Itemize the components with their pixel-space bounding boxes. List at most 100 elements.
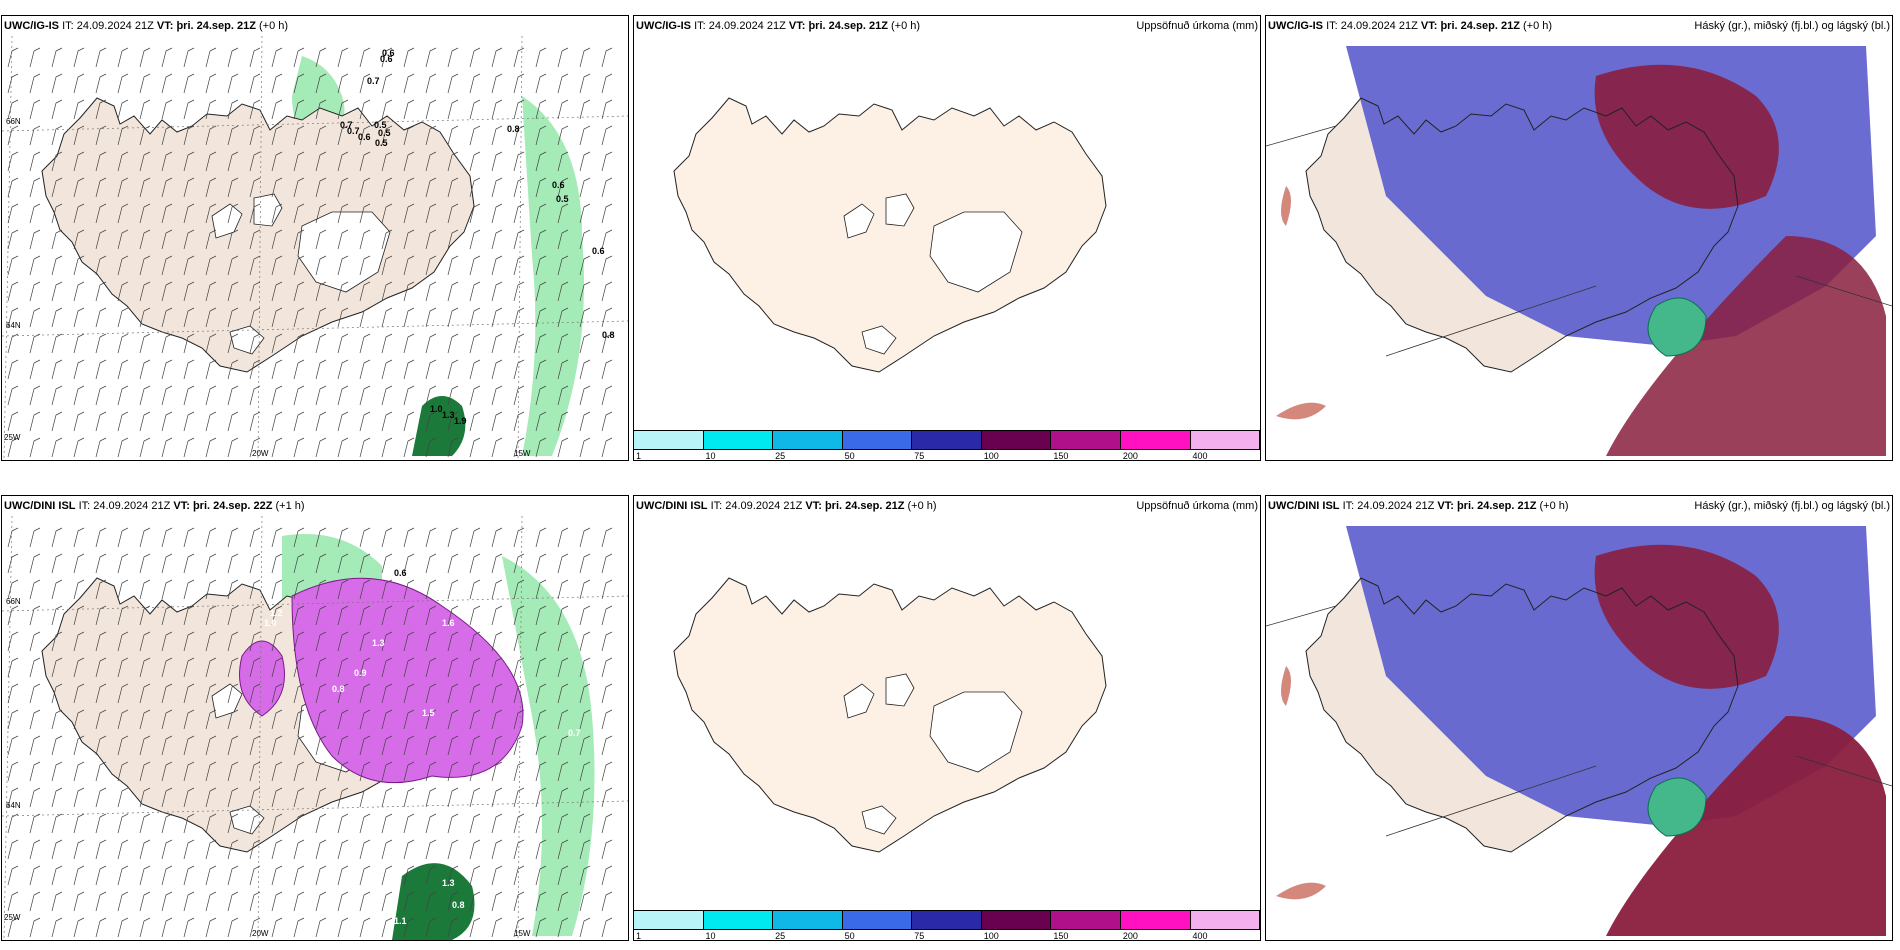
wind-barb [601, 709, 613, 730]
wind-barb [227, 657, 239, 678]
wind-barb [161, 73, 173, 94]
wind-barb [161, 47, 173, 68]
wind-barb [139, 631, 151, 652]
wind-barb [205, 47, 217, 68]
wind-barb [579, 99, 591, 120]
wind-barb [491, 735, 503, 756]
wind-barb [557, 839, 569, 860]
lon-label-15w: 15W [514, 449, 531, 458]
wind-barb [535, 333, 547, 354]
wind-barb [7, 891, 19, 912]
precip-legend: 1 10 25 50 75 100 150 200 400 [634, 910, 1260, 940]
wind-barb [7, 787, 19, 808]
wind-barb [271, 657, 283, 678]
wind-barb [227, 203, 239, 224]
wind-barb [271, 151, 283, 172]
wind-barb [29, 125, 41, 146]
wind-barb [183, 255, 195, 276]
wind-barb [183, 151, 195, 172]
wind-barb [381, 151, 393, 172]
wind-barb [139, 917, 151, 938]
wind-barb [51, 307, 63, 328]
wind-barb [161, 865, 173, 886]
wind-barb [425, 709, 437, 730]
wind-barb [293, 385, 305, 406]
wind-barb [513, 605, 525, 626]
wind-barb [205, 579, 217, 600]
wind-barb [359, 333, 371, 354]
wind-barb [271, 553, 283, 574]
wind-barb [447, 229, 459, 250]
wind-barb [271, 631, 283, 652]
wind-barb [227, 683, 239, 704]
wind-barb [447, 99, 459, 120]
wind-barb [7, 683, 19, 704]
wind-barb [425, 839, 437, 860]
wind-barb [513, 229, 525, 250]
wind-barb [183, 281, 195, 302]
legend-label: 75 [914, 451, 925, 461]
wind-value-label: 0.8 [452, 900, 465, 910]
wind-barb [513, 761, 525, 782]
wind-barb [227, 385, 239, 406]
wind-barb [337, 47, 349, 68]
wind-barb [359, 813, 371, 834]
panel-header: UWC/DINI ISL IT: 24.09.2024 21Z VT: þri.… [636, 500, 1258, 512]
graticule [2, 36, 628, 460]
wind-barb [403, 865, 415, 886]
wind-barb [139, 735, 151, 756]
wind-barb [117, 631, 129, 652]
wind-barb [359, 385, 371, 406]
wind-barb [73, 631, 85, 652]
wind-barb [249, 605, 261, 626]
wind-barb [315, 99, 327, 120]
wind-barb [161, 683, 173, 704]
wind-barb [117, 151, 129, 172]
wind-barb [205, 683, 217, 704]
wind-barb [469, 437, 481, 458]
wind-barb [73, 813, 85, 834]
wind-barb [161, 229, 173, 250]
wind-barb [535, 761, 547, 782]
wind-barb [271, 47, 283, 68]
wind-barb [403, 709, 415, 730]
wind-barb [359, 151, 371, 172]
wind-barb [557, 683, 569, 704]
wind-barb [359, 605, 371, 626]
wind-barb [73, 47, 85, 68]
wind-barb [315, 657, 327, 678]
wind-barb [73, 865, 85, 886]
wind-barb [7, 125, 19, 146]
wind-barb [271, 73, 283, 94]
wind-barb [381, 437, 393, 458]
wind-value-label: 1.0 [264, 618, 277, 628]
legend-swatch [842, 431, 913, 449]
wind-barb [337, 229, 349, 250]
high-cloud [1606, 716, 1886, 936]
wind-barb [601, 683, 613, 704]
wind-barb [513, 255, 525, 276]
wind-barb [359, 527, 371, 548]
wind-barb [271, 735, 283, 756]
wind-barb [227, 125, 239, 146]
wind-barb [403, 229, 415, 250]
glacier [211, 683, 243, 719]
wind-barb [161, 177, 173, 198]
wind-value-label: 0.5 [598, 718, 611, 728]
legend-swatch [981, 911, 1052, 929]
wind-value-label: 0.6 [380, 54, 393, 64]
wind-barb [601, 865, 613, 886]
wind-barb [579, 839, 591, 860]
precip-legend: 1 10 25 50 75 100 150 200 400 [634, 430, 1260, 460]
wind-barb [249, 865, 261, 886]
wind-barb [447, 631, 459, 652]
wind-barb [315, 333, 327, 354]
wind-barb [271, 385, 283, 406]
wind-barb [469, 657, 481, 678]
legend-label: 50 [844, 451, 855, 461]
wind-barb [139, 437, 151, 458]
legend-swatch [1190, 431, 1260, 449]
wind-barb [227, 839, 239, 860]
wind-barb [117, 527, 129, 548]
wind-barb [601, 229, 613, 250]
